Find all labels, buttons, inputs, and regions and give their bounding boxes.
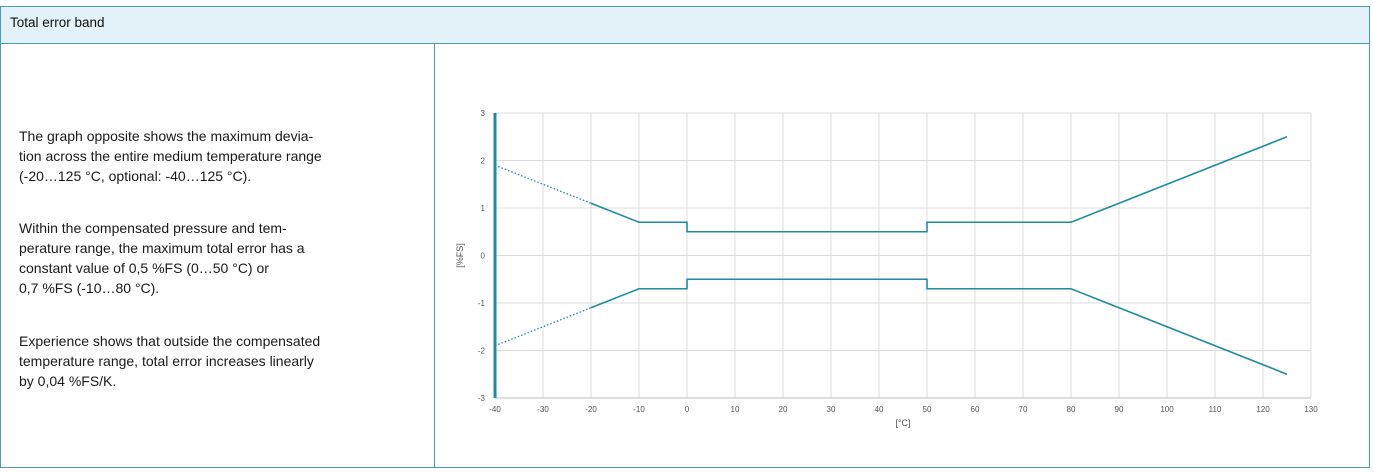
chart-column: -40 -30 -20 -10 0 10 20 30 40 50 60 70 80 90 100 110 120… (435, 44, 1369, 467)
x-tick-label: -10 (633, 405, 645, 414)
x-tick-label: 10 (731, 405, 740, 414)
paragraph-line: tion across the entire medium temperatur… (19, 148, 322, 164)
lower-error-band-line (590, 278, 1288, 375)
x-tick-label: -30 (537, 405, 549, 414)
total-error-band-panel: Total error band The graph opposite show… (0, 6, 1370, 468)
y-tick-label: -2 (478, 347, 486, 356)
paragraph-line: 0,7 %FS (-10…80 °C). (19, 280, 160, 296)
panel-header: Total error band (1, 7, 1369, 44)
paragraph-line: temperature range, total error increases… (19, 353, 314, 369)
y-tick-label: -3 (478, 394, 486, 403)
y-axis-label: [%FS] (455, 243, 465, 268)
x-axis-label: [°C] (895, 418, 910, 428)
paragraph-line: Within the compensated pressure and tem- (19, 220, 287, 236)
paragraph-line: (-20…125 °C, optional: -40…125 °C). (19, 168, 252, 184)
total-error-band-chart: -40 -30 -20 -10 0 10 20 30 40 50 60 70 80 90 100 110 120… (455, 109, 1318, 428)
y-tick-label: 3 (481, 109, 486, 118)
y-tick-label: 1 (481, 204, 486, 213)
description-column: The graph opposite shows the maximum dev… (1, 44, 435, 467)
paragraph-line: perature range, the maximum total error … (19, 240, 305, 256)
x-tick-label: 50 (923, 405, 932, 414)
y-tick-label: 0 (481, 252, 486, 261)
x-tick-label: 80 (1067, 405, 1076, 414)
y-tick-label: 2 (481, 157, 486, 166)
x-tick-label: 40 (875, 405, 884, 414)
x-tick-label: 90 (1115, 405, 1124, 414)
x-tick-label: 100 (1160, 405, 1174, 414)
x-tick-label: -20 (585, 405, 597, 414)
paragraph-line: by 0,04 %FS/K. (19, 373, 117, 389)
x-tick-label: 120 (1256, 405, 1270, 414)
x-tick-label: 110 (1209, 405, 1222, 414)
x-tick-label: 60 (971, 405, 980, 414)
upper-error-band-line (590, 136, 1288, 233)
x-tick-label: 130 (1304, 405, 1318, 414)
description-paragraph-3: Experience shows that outside the compen… (19, 331, 399, 391)
paragraph-line: The graph opposite shows the maximum dev… (19, 128, 314, 144)
paragraph-line: constant value of 0,5 %FS (0…50 °C) or (19, 260, 269, 276)
x-tick-label: 30 (827, 405, 836, 414)
description-paragraph-2: Within the compensated pressure and tem-… (19, 218, 399, 298)
paragraph-line: Experience shows that outside the compen… (19, 333, 321, 349)
x-tick-label: -40 (489, 405, 501, 414)
x-tick-label: 70 (1019, 405, 1028, 414)
panel-title: Total error band (10, 15, 105, 30)
y-tick-label: -1 (478, 299, 486, 308)
description-paragraph-1: The graph opposite shows the maximum dev… (19, 126, 399, 186)
x-tick-label: 0 (685, 405, 690, 414)
x-tick-label: 20 (779, 405, 788, 414)
